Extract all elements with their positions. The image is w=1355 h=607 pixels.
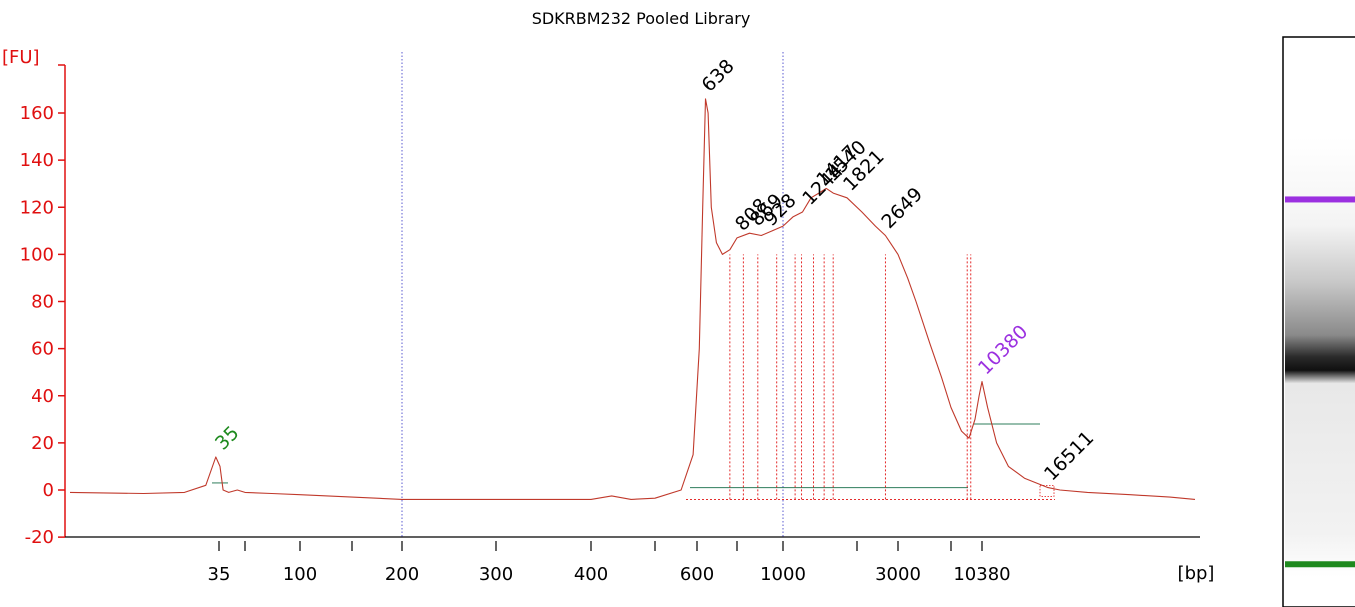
y-tick-label: 20 xyxy=(31,433,54,454)
gel-band xyxy=(1285,196,1355,203)
gel-lane xyxy=(1285,137,1355,577)
y-tick-label: 160 xyxy=(20,103,54,124)
plot-area: -20 0 20 40 60 80 100 120 140 160 35 100 200 300 400 60… xyxy=(20,52,1200,585)
x-tick-label: 10380 xyxy=(953,564,1010,585)
x-tick-label: 35 xyxy=(208,564,231,585)
y-tick-label: 80 xyxy=(31,292,54,313)
x-tick-label: 3000 xyxy=(875,564,921,585)
region-box xyxy=(1039,484,1055,497)
x-tick-label: 200 xyxy=(385,564,419,585)
x-tick-label: 1000 xyxy=(760,564,806,585)
gel-band xyxy=(1285,561,1355,568)
x-axis-label: [bp] xyxy=(1178,563,1215,584)
peak-label: 638 xyxy=(698,55,739,96)
x-tick-label: 600 xyxy=(680,564,714,585)
y-tick-label: -20 xyxy=(25,527,54,548)
y-tick-label: 100 xyxy=(20,244,54,265)
peak-label: 35 xyxy=(211,422,244,455)
peak-label: 2649 xyxy=(877,183,927,233)
x-tick-label: 300 xyxy=(479,564,513,585)
chart-title: SDKRBM232 Pooled Library xyxy=(532,9,751,28)
x-tick-label: 400 xyxy=(574,564,608,585)
y-tick-label: 140 xyxy=(20,150,54,171)
y-tick-label: 0 xyxy=(43,480,54,501)
y-tick-label: 120 xyxy=(20,197,54,218)
peak-label: 16511 xyxy=(1040,427,1098,485)
peak-label: 10380 xyxy=(974,321,1032,379)
x-tick-label: 100 xyxy=(283,564,317,585)
trace-line xyxy=(69,98,1196,500)
gel-image xyxy=(1282,36,1355,607)
y-tick-label: 60 xyxy=(31,339,54,360)
y-axis-label: [FU] xyxy=(2,47,40,68)
y-tick-label: 40 xyxy=(31,386,54,407)
